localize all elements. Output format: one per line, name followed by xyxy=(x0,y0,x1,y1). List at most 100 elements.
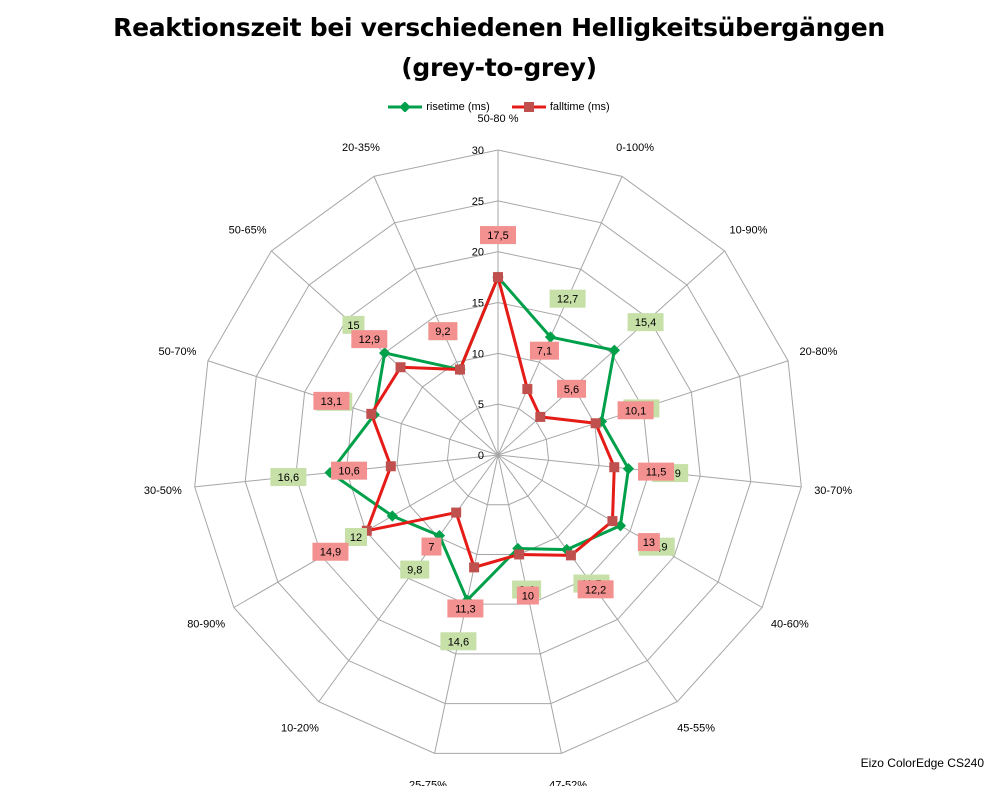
risetime-data-label: 12 xyxy=(350,532,362,544)
risetime-data-label: 16,6 xyxy=(278,472,299,484)
risetime-data-label-bg xyxy=(400,560,430,579)
category-label: 50-80 % xyxy=(478,113,519,125)
chart-title: Reaktionszeit bei verschiedenen Helligke… xyxy=(0,8,998,88)
falltime-data-label-bg xyxy=(557,379,587,398)
falltime-data-label: 13,1 xyxy=(321,396,342,408)
falltime-marker xyxy=(522,384,533,395)
legend-swatch-risetime xyxy=(388,102,423,112)
falltime-data-label: 11,3 xyxy=(455,603,476,615)
falltime-data-label-bg xyxy=(577,580,614,599)
falltime-data-label: 11,5 xyxy=(646,467,667,479)
falltime-marker xyxy=(565,550,576,561)
grid-ring xyxy=(396,352,600,555)
risetime-data-label-bg xyxy=(344,528,367,546)
grid-spoke xyxy=(497,454,763,608)
risetime-data-label-bg xyxy=(549,289,586,308)
chart-title-line1: Reaktionszeit bei verschiedenen Helligke… xyxy=(113,13,885,42)
grid-spoke xyxy=(373,176,499,456)
risetime-data-label: 12,7 xyxy=(557,294,578,306)
category-label: 25-75% xyxy=(409,780,447,786)
grid-spoke xyxy=(207,360,499,456)
falltime-data-label: 10,6 xyxy=(338,466,359,478)
risetime-data-label-bg xyxy=(440,632,477,651)
legend-item-falltime: falltime (ms) xyxy=(511,101,610,113)
grid-ring xyxy=(295,251,701,655)
risetime-marker xyxy=(386,510,399,522)
risetime-data-label: 15 xyxy=(347,320,359,332)
falltime-marker xyxy=(535,411,546,422)
falltime-marker xyxy=(493,272,503,283)
category-label: 47-52% xyxy=(549,780,587,786)
falltime-data-label-bg xyxy=(331,461,368,480)
falltime-data-label: 10 xyxy=(522,591,534,603)
risetime-data-label: 15,4 xyxy=(635,317,656,329)
tick-label: 0 xyxy=(478,450,484,462)
falltime-marker xyxy=(607,516,618,527)
falltime-marker xyxy=(395,362,406,373)
risetime-data-label: 14,6 xyxy=(448,636,469,648)
falltime-marker xyxy=(469,562,480,573)
risetime-marker xyxy=(622,463,635,475)
category-label: 20-80% xyxy=(800,346,838,358)
footer-note: Eizo ColorEdge CS240 xyxy=(860,756,984,770)
falltime-data-label: 14,9 xyxy=(320,547,341,559)
grid-ring xyxy=(446,403,550,506)
category-label: 20-35% xyxy=(342,142,380,154)
falltime-data-label: 10,1 xyxy=(625,405,646,417)
risetime-data-label-bg xyxy=(627,313,664,332)
falltime-data-label: 7,1 xyxy=(537,346,552,358)
tick-label: 10 xyxy=(472,348,484,360)
category-label: 80-90% xyxy=(187,619,225,631)
falltime-data-label: 17,5 xyxy=(487,230,508,242)
falltime-marker xyxy=(451,507,462,518)
risetime-data-label-bg xyxy=(342,315,365,334)
category-label: 0-100% xyxy=(616,142,654,154)
category-label: 10-20% xyxy=(281,723,319,735)
falltime-data-label-bg xyxy=(351,330,388,349)
falltime-data-label-bg xyxy=(638,462,675,481)
grid-ring xyxy=(244,200,752,705)
falltime-data-label-bg xyxy=(447,599,484,618)
category-label: 30-50% xyxy=(144,485,182,497)
falltime-data-label: 12,2 xyxy=(585,584,606,596)
tick-label: 20 xyxy=(472,247,484,259)
falltime-data-label: 5,6 xyxy=(564,384,579,396)
legend-label-falltime: falltime (ms) xyxy=(549,101,610,113)
risetime-marker xyxy=(614,520,627,532)
falltime-marker xyxy=(454,364,465,375)
category-label: 50-65% xyxy=(229,225,267,237)
category-label: 50-70% xyxy=(159,346,197,358)
falltime-marker xyxy=(385,461,396,472)
grid-ring xyxy=(345,301,651,605)
legend-label-risetime: risetime (ms) xyxy=(426,101,490,113)
tick-label: 25 xyxy=(472,196,484,208)
series-line-risetime xyxy=(328,275,630,602)
tick-label: 15 xyxy=(472,298,484,310)
category-label: 30-70% xyxy=(814,485,852,497)
tick-label: 30 xyxy=(472,145,484,157)
category-label: 40-60% xyxy=(771,619,809,631)
falltime-data-label-bg xyxy=(617,401,654,420)
falltime-marker xyxy=(366,408,377,419)
falltime-data-label: 7 xyxy=(428,542,434,554)
falltime-data-label-bg xyxy=(480,226,516,245)
falltime-marker xyxy=(609,462,620,473)
falltime-data-label-bg xyxy=(529,341,559,360)
falltime-data-label-bg xyxy=(637,533,660,552)
falltime-marker xyxy=(514,549,525,560)
falltime-data-label: 12,9 xyxy=(359,334,380,346)
grid-spoke xyxy=(497,176,623,456)
falltime-data-label: 9,2 xyxy=(435,326,450,338)
falltime-data-label: 13 xyxy=(643,537,655,549)
falltime-marker xyxy=(590,418,601,429)
risetime-marker xyxy=(544,331,557,343)
series-line-falltime xyxy=(365,275,616,569)
grid-ring xyxy=(194,149,802,754)
risetime-marker xyxy=(379,347,391,359)
chart-title-line2: (grey-to-grey) xyxy=(401,53,597,82)
falltime-data-label-bg xyxy=(428,322,458,341)
falltime-data-label-bg xyxy=(312,542,349,561)
category-label: 45-55% xyxy=(677,723,715,735)
legend-swatch-falltime xyxy=(511,102,546,112)
